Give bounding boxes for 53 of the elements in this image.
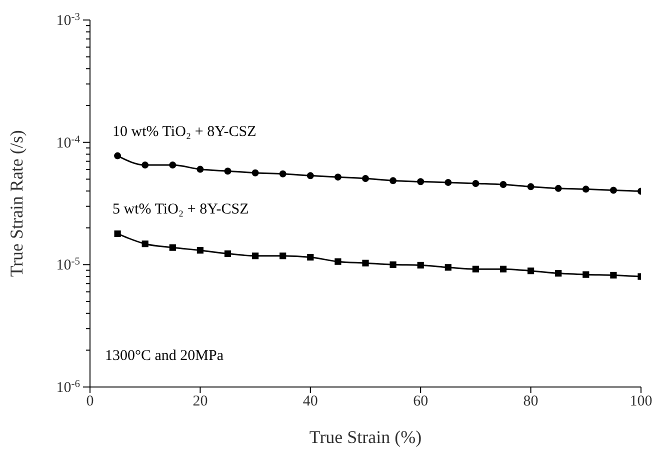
point xyxy=(169,162,176,169)
point xyxy=(334,258,342,265)
x-tick-label: 60 xyxy=(413,394,428,410)
point xyxy=(169,244,176,251)
point xyxy=(582,186,590,193)
annotation: 1300°C and 20MPa xyxy=(105,348,224,365)
point xyxy=(500,266,507,272)
point xyxy=(279,170,286,178)
point xyxy=(196,166,204,173)
x-axis-title: True Strain (%) xyxy=(309,427,422,447)
y-tick-label: 10$^{-4}$ xyxy=(56,134,81,152)
point xyxy=(224,250,232,257)
y-axis-title: True Strain Rate (/s) xyxy=(6,130,26,277)
point xyxy=(472,180,480,187)
y-tick-label: 10$^{-5}$ xyxy=(56,256,80,274)
point xyxy=(362,260,369,266)
x-tick-label: 0 xyxy=(86,394,94,410)
point xyxy=(252,169,259,176)
point xyxy=(417,262,424,268)
y-tick-label: 10$^{-3}$ xyxy=(56,12,80,29)
point xyxy=(528,268,534,274)
point xyxy=(306,172,314,180)
point xyxy=(417,178,424,186)
point xyxy=(554,184,562,192)
point xyxy=(114,152,122,160)
point xyxy=(444,178,452,186)
point xyxy=(472,266,479,272)
series-label: 5 wt% TiO₂ + 8Y-CSZ xyxy=(112,202,249,218)
point xyxy=(610,186,617,194)
point xyxy=(334,174,342,181)
point xyxy=(252,252,259,260)
x-tick-label: 20 xyxy=(192,394,208,410)
point xyxy=(224,168,232,175)
y-tick-label: 10$^{-6}$ xyxy=(56,378,80,396)
x-tick-label: 80 xyxy=(523,394,538,410)
point xyxy=(390,177,397,184)
point xyxy=(280,252,286,260)
point xyxy=(307,254,314,261)
point xyxy=(142,162,149,169)
series-label: 10 wt% TiO₂ + 8Y-CSZ xyxy=(112,124,256,140)
point xyxy=(555,270,562,277)
point xyxy=(500,181,507,188)
point xyxy=(114,230,121,238)
point xyxy=(196,247,204,254)
point xyxy=(444,264,452,271)
point xyxy=(582,271,590,278)
point xyxy=(390,261,396,268)
x-tick-label: 40 xyxy=(302,394,318,410)
point xyxy=(527,183,534,190)
point xyxy=(142,240,148,248)
point xyxy=(610,272,617,279)
point xyxy=(362,175,369,182)
x-tick-label: 100 xyxy=(630,394,652,410)
